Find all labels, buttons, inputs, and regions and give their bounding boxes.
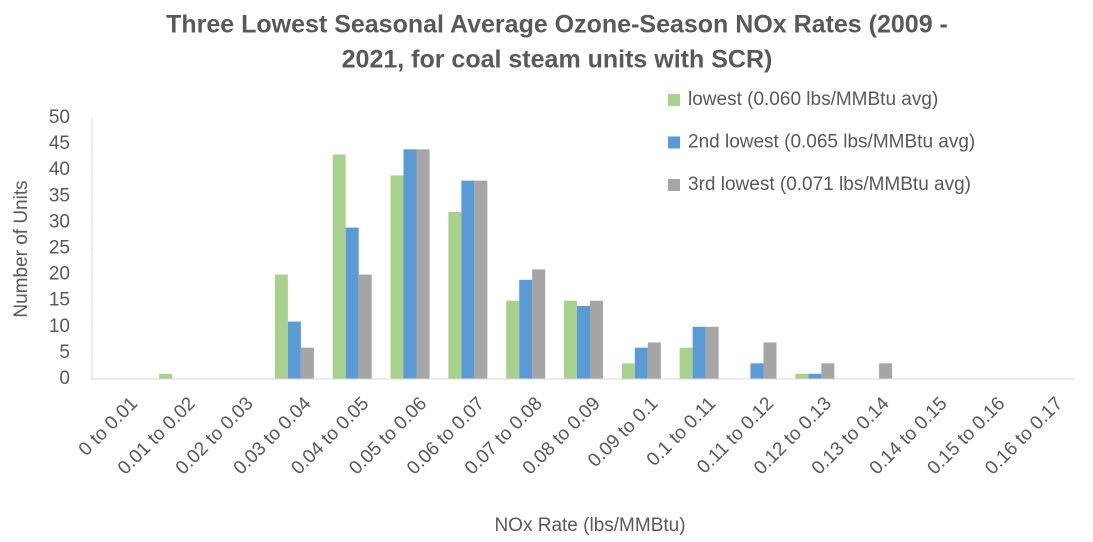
legend-label: 3rd lowest (0.071 lbs/MMBtu avg): [688, 174, 971, 195]
bar: [345, 227, 359, 379]
bar: [577, 305, 590, 379]
bar: [474, 180, 488, 379]
bar: [159, 373, 173, 379]
bar: [879, 363, 893, 379]
bar: [390, 175, 404, 379]
chart-title: 2021, for coal steam units with SCR): [342, 46, 773, 74]
bar: [274, 274, 288, 379]
bar: [287, 321, 301, 379]
y-tick-label: 30: [49, 211, 70, 232]
bar: [705, 326, 719, 379]
bar: [763, 342, 777, 379]
bar: [461, 180, 475, 379]
y-tick-label: 20: [49, 264, 70, 285]
bar: [403, 149, 417, 379]
y-tick-label: 35: [49, 185, 70, 206]
bar: [821, 363, 835, 379]
bar: [564, 300, 577, 379]
bar: [506, 300, 520, 379]
bar: [679, 347, 693, 379]
legend-label: lowest (0.060 lbs/MMBtu avg): [688, 89, 938, 110]
bar: [332, 154, 346, 379]
bar: [795, 373, 809, 379]
bar: [647, 342, 661, 379]
y-tick-label: 45: [49, 133, 70, 154]
legend-swatch: [668, 179, 680, 191]
y-tick-label: 10: [49, 316, 70, 337]
bar: [808, 373, 822, 379]
bar: [750, 363, 764, 379]
bar: [300, 347, 314, 379]
y-tick-label: 15: [49, 290, 70, 311]
y-axis-title: Number of Units: [11, 180, 32, 317]
chart-title: Three Lowest Seasonal Average Ozone-Seas…: [166, 11, 948, 39]
y-tick-label: 25: [49, 238, 70, 259]
legend-swatch: [668, 94, 680, 106]
bar: [519, 279, 533, 379]
legend-label: 2nd lowest (0.065 lbs/MMBtu avg): [688, 132, 975, 153]
y-tick-label: 40: [49, 159, 70, 180]
bar: [358, 274, 372, 379]
bar: [532, 269, 546, 379]
bar: [416, 149, 430, 379]
bar: [448, 211, 462, 379]
y-tick-label: 0: [59, 368, 70, 389]
legend-swatch: [668, 136, 680, 149]
bar: [634, 347, 648, 379]
bar: [621, 363, 635, 379]
bar: [692, 326, 706, 379]
y-tick-label: 50: [49, 107, 70, 128]
bar: [590, 300, 603, 379]
y-tick-label: 5: [59, 342, 70, 363]
x-axis-title: NOx Rate (lbs/MMBtu): [494, 515, 685, 536]
